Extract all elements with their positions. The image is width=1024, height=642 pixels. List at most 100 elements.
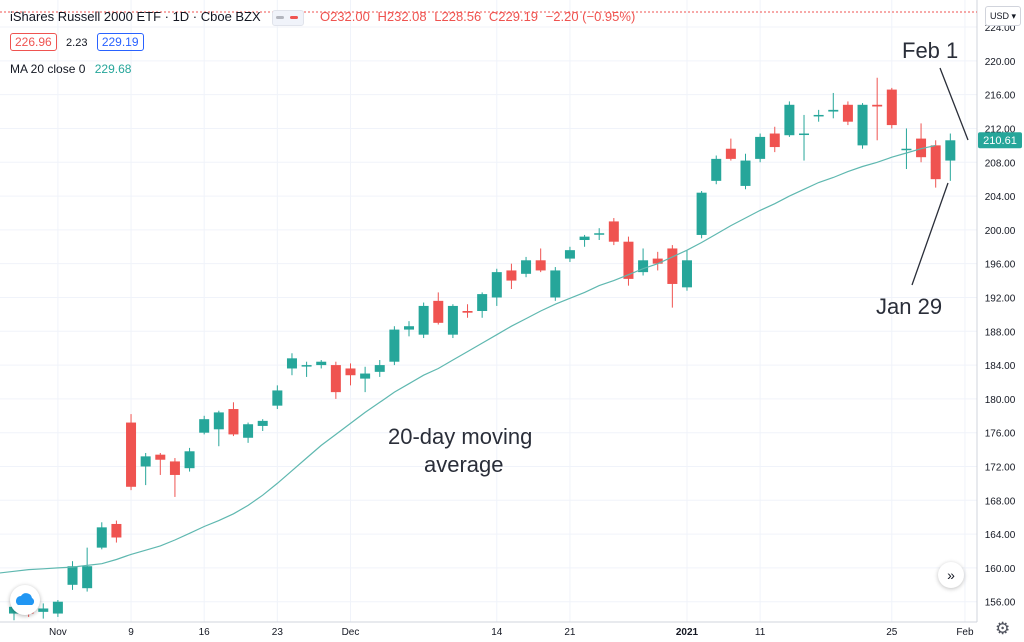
time-tick-label: Dec: [342, 627, 360, 638]
candle-body: [433, 300, 444, 323]
candle-body: [784, 104, 795, 136]
time-tick-label: 9: [128, 627, 134, 638]
price-tick-label: 168.00: [985, 496, 1016, 507]
candle-body: [945, 140, 956, 161]
visibility-toggle-icon[interactable]: [272, 9, 305, 26]
candle: [404, 321, 415, 337]
candle: [140, 452, 151, 486]
candle-body: [345, 368, 356, 376]
ask-button[interactable]: 229.19: [96, 33, 144, 51]
candle: [243, 422, 254, 443]
scroll-to-realtime-button[interactable]: »: [938, 562, 964, 588]
price-tick-label: 192.00: [985, 293, 1016, 304]
indicator-legend[interactable]: MA 20 close 0 229.68: [10, 62, 131, 76]
candle: [872, 77, 883, 141]
cloud-icon: [16, 593, 35, 605]
candle: [184, 447, 195, 472]
high-value: H232.08: [377, 9, 427, 24]
candle-body: [272, 390, 283, 406]
candle: [155, 452, 166, 475]
time-tick-label: 2021: [676, 627, 699, 638]
candle: [286, 353, 297, 376]
price-tick-label: 188.00: [985, 327, 1016, 338]
candle-body: [140, 456, 151, 467]
candle-body: [374, 365, 385, 372]
currency-label: USD: [989, 11, 1009, 21]
candle: [842, 101, 853, 126]
candle: [623, 236, 634, 286]
close-value: C229.19: [488, 9, 539, 24]
candle: [521, 256, 532, 278]
gear-icon[interactable]: ⚙: [995, 619, 1011, 638]
time-tick-label: 16: [199, 627, 211, 638]
candle-body: [579, 236, 590, 241]
candle-body: [506, 270, 517, 281]
price-tick-label: 160.00: [985, 564, 1016, 575]
feb1-arrow: [939, 67, 969, 141]
price-tick-label: 224.00: [985, 23, 1016, 34]
spread-value: 2.23: [66, 37, 88, 49]
candle: [389, 326, 400, 366]
candle: [667, 245, 678, 308]
time-tick-label: 11: [755, 627, 766, 638]
candle-body: [857, 104, 868, 146]
candle-body: [389, 329, 400, 362]
candle-body: [740, 160, 751, 186]
low-value: L228.56: [434, 9, 482, 24]
bid-button[interactable]: 226.96: [10, 33, 57, 51]
price-tick-label: 196.00: [985, 260, 1016, 271]
candle-body: [755, 136, 766, 159]
candle-body: [696, 192, 707, 235]
candle-body: [681, 260, 692, 288]
candle-body: [330, 365, 341, 393]
candles: [9, 77, 956, 621]
candle-body: [52, 601, 63, 614]
ohlc-values: O232.00 H232.08 L228.56 C229.19 −2.20 (−…: [320, 9, 639, 24]
candle: [594, 228, 605, 241]
candle: [740, 153, 751, 190]
time-tick-label: 23: [272, 627, 284, 638]
time-tick-label: Nov: [49, 627, 67, 638]
tradingview-logo[interactable]: [10, 585, 40, 615]
candle-body: [842, 104, 853, 122]
candle: [784, 101, 795, 137]
candle: [126, 414, 137, 491]
chevron-down-icon: ▾: [1008, 11, 1017, 21]
candle-body: [447, 305, 458, 335]
candle-body: [930, 145, 941, 180]
candle-body: [799, 133, 810, 136]
price-tick-label: 180.00: [985, 395, 1016, 406]
double-chevron-right-icon: »: [947, 567, 955, 583]
annotation-jan29: Jan 29: [876, 294, 943, 319]
candle-body: [316, 361, 327, 366]
price-tick-label: 208.00: [985, 158, 1016, 169]
candle: [462, 304, 473, 318]
candle: [550, 267, 561, 301]
price-tick-label: 156.00: [985, 598, 1016, 609]
candle: [696, 190, 707, 239]
candle: [638, 248, 649, 276]
price-tick-label: 204.00: [985, 192, 1016, 203]
candle: [418, 302, 429, 339]
currency-selector[interactable]: USD ▾: [985, 6, 1021, 26]
price-tick-label: 176.00: [985, 429, 1016, 440]
candle-body: [491, 272, 502, 298]
candle-body: [462, 311, 473, 313]
candle: [199, 415, 210, 435]
candle-body: [96, 527, 107, 548]
candle: [38, 603, 49, 619]
candle: [608, 218, 619, 246]
candle-body: [257, 420, 268, 426]
candle: [711, 155, 722, 185]
candle-body: [652, 258, 663, 264]
symbol-title[interactable]: iShares Russell 2000 ETF · 1D · Cboe BZX: [10, 9, 261, 24]
price-tick-label: 216.00: [985, 91, 1016, 102]
candle-body: [82, 566, 93, 589]
candle-body: [38, 608, 49, 612]
candle-body: [872, 104, 883, 107]
candle: [316, 360, 327, 369]
candle-body: [286, 358, 297, 369]
price-axis-labels: 156.00 160.00 164.00 168.00 172.00 176.00 180.…: [985, 23, 1016, 609]
candle-body: [550, 270, 561, 298]
